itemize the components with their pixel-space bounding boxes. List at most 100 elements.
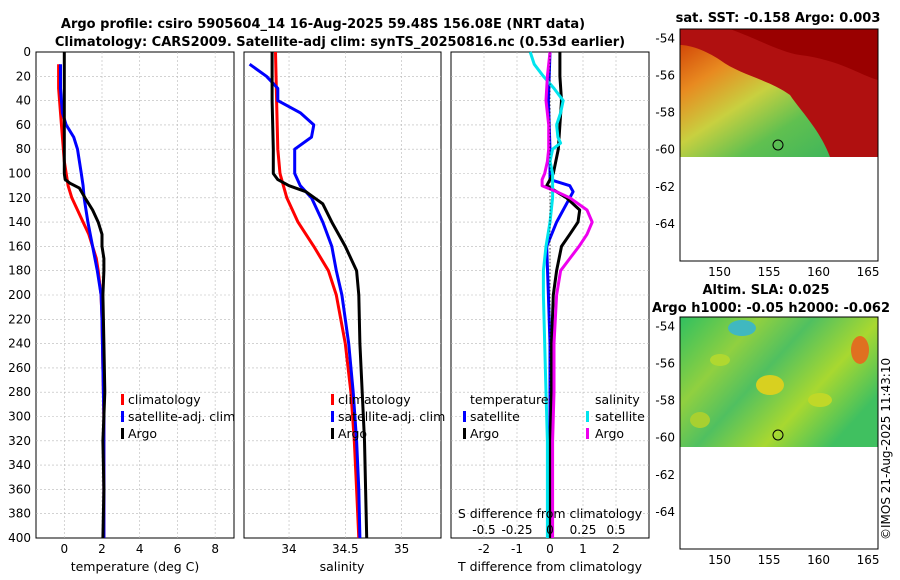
legend-label-satellite: satellite-adj. clim: [128, 409, 235, 424]
series-line-s-argo: [540, 51, 594, 538]
series-line-t-argo: [545, 52, 582, 538]
map-lon-tick-label: 160: [807, 265, 830, 279]
sla-map-title-line1: Altim. SLA: 0.025: [703, 283, 830, 298]
sst-warm-region: [680, 29, 878, 157]
sla-map: [680, 317, 878, 447]
axis-tick-labels: 0 2 4 6 802040608010012014016018020022024026…: [8, 45, 625, 556]
legend-label-argo: Argo: [128, 426, 157, 441]
profile-location-marker: [772, 429, 784, 441]
series-line-climatology: [274, 51, 361, 539]
depth-tick-label: 220: [8, 312, 31, 326]
depth-tick-label: 240: [8, 337, 31, 351]
temperature-x-label: temperature (deg C): [71, 559, 200, 574]
depth-tick-label: 60: [16, 118, 31, 132]
depth-tick-label: 120: [8, 191, 31, 205]
map-lat-tick-label: -56: [655, 356, 675, 370]
x-tick-label: 34.5: [332, 542, 359, 556]
depth-tick-label: 400: [8, 531, 31, 545]
legend-swatch-climatology: [331, 394, 334, 405]
legend-label-t-argo: Argo: [470, 426, 499, 441]
x-tick-label: 2: [98, 542, 106, 556]
legend-label-climatology: climatology: [338, 392, 411, 407]
map-lon-tick-label: 160: [807, 553, 830, 567]
map-lat-tick-label: -64: [655, 505, 675, 519]
legend-swatch-climatology: [121, 394, 124, 405]
salinity-legend: climatology satellite-adj. clim Argo: [331, 392, 445, 441]
x-tick-label: 34: [281, 542, 296, 556]
legend-swatch-t-argo: [463, 428, 466, 439]
depth-tick-label: 320: [8, 434, 31, 448]
x-tick-label: 0: [60, 542, 68, 556]
legend-label-satellite: satellite-adj. clim: [338, 409, 445, 424]
x-tick-label: 6: [174, 542, 182, 556]
series-line-satellite-adj-clim: [59, 64, 106, 538]
depth-tick-label: 300: [8, 410, 31, 424]
legend-title-temperature: temperature: [470, 392, 549, 407]
series-line-argo: [270, 52, 369, 539]
map-axis-ticks: 150 155 160 165 -54 -56 -58 -60 -62 -64 150 155 160 1…: [655, 31, 879, 567]
legend-swatch-satellite: [331, 411, 334, 422]
depth-tick-label: 280: [8, 385, 31, 399]
s-difference-top-label: S difference from climatology: [458, 506, 643, 521]
profile-location-marker: [772, 139, 784, 151]
depth-tick-label: 380: [8, 507, 31, 521]
legend-label-argo: Argo: [338, 426, 367, 441]
temperature-legend: climatology satellite-adj. clim Argo: [121, 392, 235, 441]
sst-warm-region-core: [730, 29, 878, 80]
legend-label-t-satellite: satellite: [470, 409, 520, 424]
map-lat-tick-label: -58: [655, 106, 675, 120]
map-lat-tick-label: -60: [655, 143, 675, 157]
map-lat-tick-label: -62: [655, 468, 675, 482]
map-lon-tick-label: 155: [758, 553, 781, 567]
legend-title-salinity: salinity: [595, 392, 640, 407]
s-tick-label: 0.25: [570, 523, 597, 537]
t-difference-x-label: T difference from climatology: [457, 559, 643, 574]
series-line-s-satellite: [528, 51, 565, 538]
x-tick-label: 35: [394, 542, 409, 556]
s-tick-label: -0.25: [501, 523, 532, 537]
salinity-x-label: salinity: [320, 559, 365, 574]
sla-eddy: [851, 336, 869, 364]
legend-label-s-satellite: satellite: [595, 409, 645, 424]
map-lat-tick-label: -56: [655, 68, 675, 82]
x-tick-label: 1: [579, 542, 587, 556]
sst-map: [680, 29, 878, 157]
depth-tick-label: 20: [16, 69, 31, 83]
copyright-timestamp: ©IMOS 21-Aug-2025 11:43:10: [879, 358, 893, 540]
map-lon-tick-label: 150: [708, 553, 731, 567]
sst-map-frame: [679, 28, 879, 262]
legend-swatch-s-satellite: [586, 411, 589, 422]
map-lat-tick-label: -62: [655, 180, 675, 194]
depth-tick-label: 40: [16, 94, 31, 108]
x-tick-label: 4: [136, 542, 144, 556]
series-line-satellite-adj-clim: [248, 62, 362, 539]
map-lon-tick-label: 165: [857, 265, 880, 279]
s-tick-label: 0.5: [606, 523, 625, 537]
series-line-argo: [62, 52, 107, 539]
depth-tick-label: 360: [8, 482, 31, 496]
map-lat-tick-label: -54: [655, 31, 675, 45]
figure-title-line2: Climatology: CARS2009. Satellite-adj cli…: [55, 35, 625, 50]
legend-swatch-argo: [121, 428, 124, 439]
x-tick-label: -2: [478, 542, 490, 556]
depth-tick-label: 340: [8, 458, 31, 472]
figure-title-line1: Argo profile: csiro 5905604_14 16-Aug-20…: [61, 17, 585, 32]
sla-eddy: [690, 412, 710, 428]
sla-eddy: [710, 354, 730, 366]
legend-swatch-argo: [331, 428, 334, 439]
sla-map-title-line2: Argo h1000: -0.05 h2000: -0.062: [652, 301, 890, 316]
x-tick-label: 0: [546, 542, 554, 556]
depth-tick-label: 160: [8, 239, 31, 253]
sst-map-title: sat. SST: -0.158 Argo: 0.003: [676, 11, 881, 26]
depth-tick-label: 260: [8, 361, 31, 375]
legend-label-climatology: climatology: [128, 392, 201, 407]
map-lat-tick-label: -54: [655, 319, 675, 333]
sla-eddy: [756, 375, 784, 395]
depth-tick-label: 80: [16, 142, 31, 156]
depth-tick-label: 100: [8, 167, 31, 181]
legend-swatch-s-argo: [586, 428, 589, 439]
grid-layer: [36, 52, 649, 538]
x-tick-label: -1: [511, 542, 523, 556]
map-lat-tick-label: -58: [655, 394, 675, 408]
